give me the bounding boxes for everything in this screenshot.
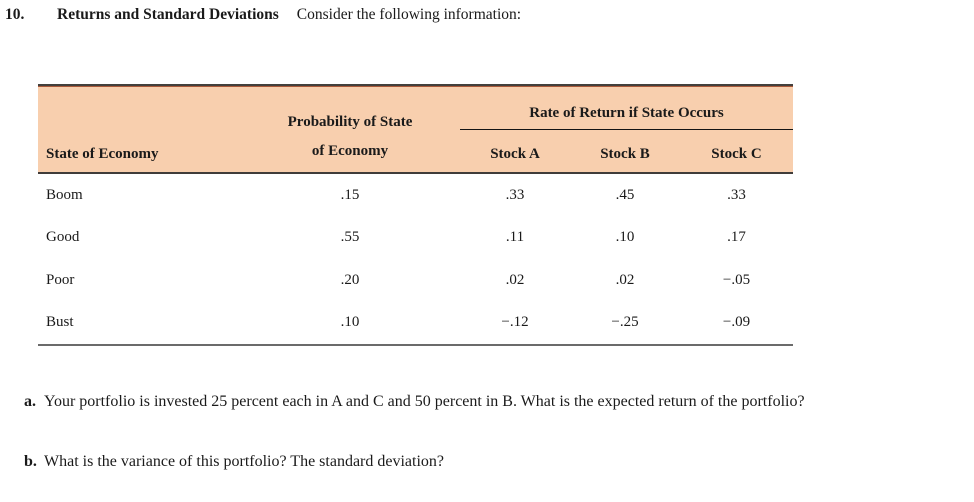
- table-body: Boom .15 .33 .45 .33 Good .55 .11 .10 .1…: [38, 174, 793, 344]
- question-b-label: b.: [24, 453, 37, 470]
- returns-table: State of Economy Probability of State of…: [38, 84, 793, 346]
- problem-number: 10.: [5, 6, 25, 23]
- question-a-label: a.: [24, 393, 36, 410]
- stock-c-cell: −.09: [722, 314, 751, 331]
- stock-b-cell: .02: [615, 271, 635, 288]
- probability-cell: .15: [340, 186, 360, 203]
- probability-cell: .55: [340, 229, 360, 246]
- problem-heading: 10. Returns and Standard Deviations Cons…: [5, 6, 521, 24]
- question-a: a. Your portfolio is invested 25 percent…: [24, 385, 934, 419]
- stock-a-cell: .11: [505, 229, 525, 246]
- stock-a-cell: .33: [505, 186, 525, 203]
- table-row-bust: Bust .10 −.12 −.25 −.09: [38, 301, 793, 344]
- stock-c-cell: .33: [727, 186, 746, 203]
- header-stock-b: Stock B: [600, 146, 650, 162]
- state-cell: Boom: [46, 186, 83, 203]
- state-cell: Bust: [46, 314, 74, 331]
- question-list: a. Your portfolio is invested 25 percent…: [24, 385, 934, 479]
- probability-cell: .10: [340, 314, 360, 331]
- table-header: State of Economy Probability of State of…: [38, 86, 793, 174]
- stock-b-cell: −.25: [611, 314, 639, 331]
- header-probability-line1: Probability of State: [287, 114, 413, 130]
- stock-b-cell: .10: [615, 229, 635, 246]
- stock-c-cell: .17: [727, 229, 746, 246]
- header-stock-a: Stock A: [490, 146, 540, 162]
- header-stock-c: Stock C: [711, 146, 762, 162]
- stock-a-cell: −.12: [501, 314, 529, 331]
- state-cell: Good: [46, 229, 80, 246]
- stock-c-cell: −.05: [722, 271, 751, 288]
- question-b: b. What is the variance of this portfoli…: [24, 445, 934, 479]
- problem-intro-text: Consider the following information:: [296, 6, 522, 23]
- stock-b-cell: .45: [615, 186, 635, 203]
- header-probability-line2: of Economy: [311, 143, 389, 159]
- problem-title: Returns and Standard Deviations: [57, 6, 279, 23]
- table-row-good: Good .55 .11 .10 .17: [38, 216, 793, 259]
- header-rate-of-return-span: Rate of Return if State Occurs: [460, 105, 793, 130]
- state-cell: Poor: [46, 271, 75, 288]
- table-row-poor: Poor .20 .02 .02 −.05: [38, 259, 793, 302]
- probability-cell: .20: [340, 271, 360, 288]
- stock-a-cell: .02: [505, 271, 525, 288]
- question-a-text: Your portfolio is invested 25 percent ea…: [44, 393, 805, 410]
- question-b-text: What is the variance of this portfolio? …: [44, 453, 445, 470]
- table-row-boom: Boom .15 .33 .45 .33: [38, 174, 793, 217]
- header-probability: Probability of State of Economy: [240, 108, 460, 172]
- header-state-of-economy: State of Economy: [46, 146, 159, 162]
